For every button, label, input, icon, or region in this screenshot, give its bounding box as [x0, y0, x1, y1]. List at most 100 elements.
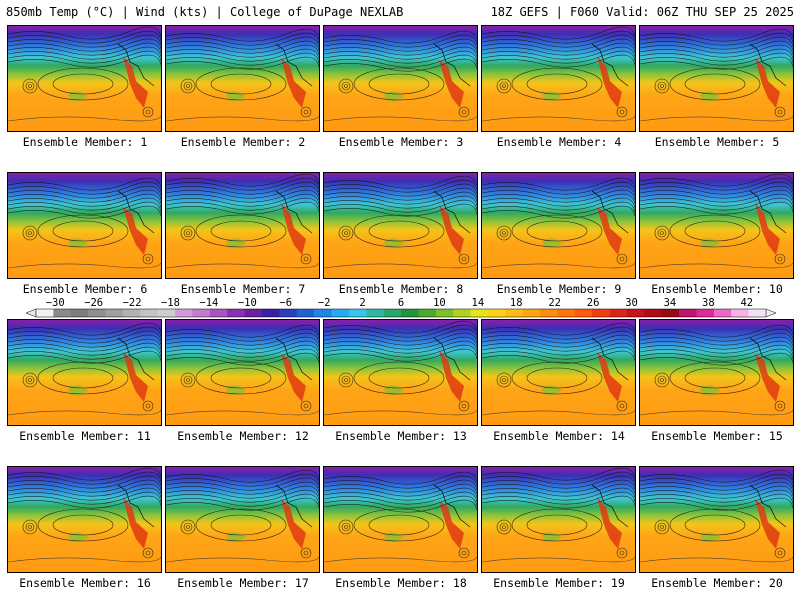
colorbar-swatch	[175, 309, 193, 317]
isoline	[166, 197, 319, 211]
ensemble-member-map	[323, 172, 478, 279]
ensemble-member-label: Ensemble Member: 15	[651, 429, 783, 443]
colorbar-tick-label: 2	[359, 297, 365, 309]
isoline	[324, 42, 477, 56]
colorbar-tick-label: 6	[398, 297, 404, 309]
isoline	[8, 42, 161, 56]
isoline	[640, 481, 793, 495]
isoline	[482, 177, 635, 191]
colorbar-tick-label: 10	[433, 297, 446, 309]
ensemble-member-label: Ensemble Member: 19	[493, 576, 625, 590]
isoline	[8, 479, 161, 493]
isoline	[324, 471, 477, 485]
ensemble-member-label: Ensemble Member: 17	[177, 576, 309, 590]
colorbar-swatch	[713, 309, 732, 317]
isoline	[640, 344, 793, 358]
isoline	[640, 40, 793, 54]
ensemble-member-map	[165, 466, 320, 573]
isoline	[166, 481, 319, 495]
isoline	[482, 326, 635, 340]
isoline	[640, 197, 793, 211]
colorbar-swatch	[331, 309, 350, 317]
isoline	[482, 185, 635, 199]
isoline	[166, 493, 319, 507]
isoline	[482, 38, 635, 52]
isoline	[482, 487, 635, 501]
isoline	[482, 189, 635, 203]
colorbar-swatch	[192, 309, 211, 317]
temperature-map	[482, 467, 635, 572]
colorbar-tick-label: −6	[279, 297, 292, 309]
isoline	[324, 487, 477, 501]
colorbar-swatch	[227, 309, 245, 317]
isoline	[482, 491, 635, 505]
isoline	[166, 344, 319, 358]
isoline	[640, 36, 793, 50]
isoline	[482, 197, 635, 211]
isoline	[482, 30, 635, 44]
colorbar-swatch	[279, 309, 298, 317]
colorbar-tick-label: −18	[161, 297, 180, 309]
isoline	[324, 344, 477, 358]
colorbar-tick-label: 42	[740, 297, 753, 309]
isoline	[482, 334, 635, 348]
isoline	[640, 52, 793, 66]
isoline	[8, 177, 161, 191]
ensemble-member-label: Ensemble Member: 5	[654, 135, 780, 149]
isoline	[166, 348, 319, 362]
ensemble-member-map	[481, 25, 636, 132]
colorbar-swatch	[209, 309, 228, 317]
isoline	[166, 201, 319, 215]
temperature-map	[8, 26, 161, 131]
colorbar-swatch	[70, 309, 89, 317]
isoline	[482, 342, 635, 356]
ensemble-member-map	[7, 466, 162, 573]
isoline	[324, 348, 477, 362]
colorbar-tick-label: 26	[587, 297, 600, 309]
isoline	[8, 334, 161, 348]
ensemble-member-map	[7, 172, 162, 279]
colorbar-swatch	[314, 309, 332, 317]
isoline	[324, 54, 477, 68]
ensemble-member-map	[481, 319, 636, 426]
isoline	[482, 479, 635, 493]
ensemble-member-label: Ensemble Member: 3	[338, 135, 464, 149]
temperature-map	[640, 26, 793, 131]
colorbar-swatch	[418, 309, 437, 317]
colorbar-swatch	[487, 309, 506, 317]
ensemble-member-map	[165, 319, 320, 426]
ensemble-member-map	[165, 25, 320, 132]
isoline	[482, 346, 635, 360]
colorbar-swatch	[696, 309, 715, 317]
isoline	[8, 38, 161, 52]
ensemble-member-label: Ensemble Member: 12	[177, 429, 309, 443]
isoline	[8, 322, 161, 336]
isoline	[324, 30, 477, 44]
colorbar-swatch	[53, 309, 72, 317]
isoline	[482, 201, 635, 215]
colorbar-tick-label: 38	[702, 297, 715, 309]
isoline	[482, 50, 635, 64]
isoline	[482, 495, 635, 509]
isoline	[166, 352, 319, 366]
isoline	[324, 58, 477, 72]
isoline	[640, 332, 793, 346]
isoline	[8, 471, 161, 485]
isoline	[8, 34, 161, 48]
isoline	[166, 340, 319, 354]
isoline	[482, 330, 635, 344]
valid-time: 18Z GEFS | F060 Valid: 06Z THU SEP 25 20…	[490, 5, 794, 19]
isoline	[166, 336, 319, 350]
isoline	[166, 324, 319, 338]
isoline	[324, 175, 477, 189]
temperature-map	[324, 467, 477, 572]
colorbar-tick-label: −26	[84, 297, 103, 309]
colorbar-swatch	[679, 309, 697, 317]
ensemble-member-label: Ensemble Member: 13	[335, 429, 467, 443]
isoline	[8, 193, 161, 207]
temperature-map	[8, 320, 161, 425]
colorbar-swatch	[626, 309, 645, 317]
isoline	[8, 491, 161, 505]
isoline	[640, 32, 793, 46]
ensemble-member-label: Ensemble Member: 16	[19, 576, 151, 590]
